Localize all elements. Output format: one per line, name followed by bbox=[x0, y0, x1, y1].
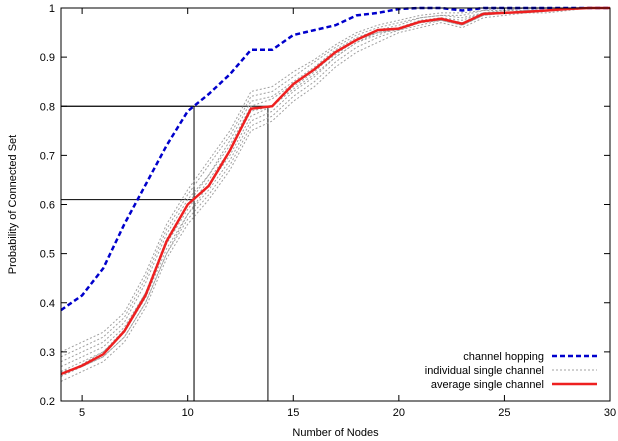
x-tick-label: 10 bbox=[182, 407, 194, 419]
x-tick-label: 15 bbox=[287, 407, 299, 419]
x-tick-label: 30 bbox=[604, 407, 616, 419]
x-tick-label: 5 bbox=[79, 407, 85, 419]
y-tick-label: 0.6 bbox=[40, 200, 55, 212]
legend-label-channel-hopping: channel hopping bbox=[463, 351, 544, 363]
axis-tick-labels: 5 10 15 20 25 30 0.2 0.3 0.4 0.5 0.6 0.7 0.8 0.9 1 bbox=[40, 3, 616, 419]
reference-lines bbox=[61, 105, 269, 401]
x-tick-label: 25 bbox=[498, 407, 510, 419]
x-axis-title: Number of Nodes bbox=[292, 427, 379, 439]
series-individual-single-channel-6 bbox=[60, 7, 610, 358]
series-average-single-channel bbox=[60, 6, 610, 376]
y-axis-title: Probability of Connected Set bbox=[7, 135, 19, 274]
y-tick-label: 0.4 bbox=[40, 298, 55, 310]
series-individual-single-channel-9 bbox=[60, 7, 610, 377]
series-individual-single-channel-5 bbox=[60, 7, 610, 363]
series-individual-single-channel-2 bbox=[60, 7, 610, 377]
y-tick-label: 0.7 bbox=[40, 150, 55, 162]
y-tick-label: 0.8 bbox=[40, 101, 55, 113]
y-tick-label: 0.5 bbox=[40, 249, 55, 261]
legend: channel hopping individual single channel… bbox=[425, 351, 597, 391]
y-tick-label: 0.3 bbox=[40, 347, 55, 359]
y-tick-label: 1 bbox=[49, 3, 55, 15]
series-individual-single-channel-1 bbox=[60, 7, 610, 382]
y-tick-label: 0.9 bbox=[40, 52, 55, 64]
legend-label-average-single-channel: average single channel bbox=[431, 379, 544, 391]
series-layer bbox=[60, 6, 610, 382]
legend-label-individual-single-channel: individual single channel bbox=[425, 365, 544, 377]
axis-ticks bbox=[61, 7, 611, 402]
y-tick-label: 0.2 bbox=[40, 396, 55, 408]
x-tick-label: 20 bbox=[393, 407, 405, 419]
